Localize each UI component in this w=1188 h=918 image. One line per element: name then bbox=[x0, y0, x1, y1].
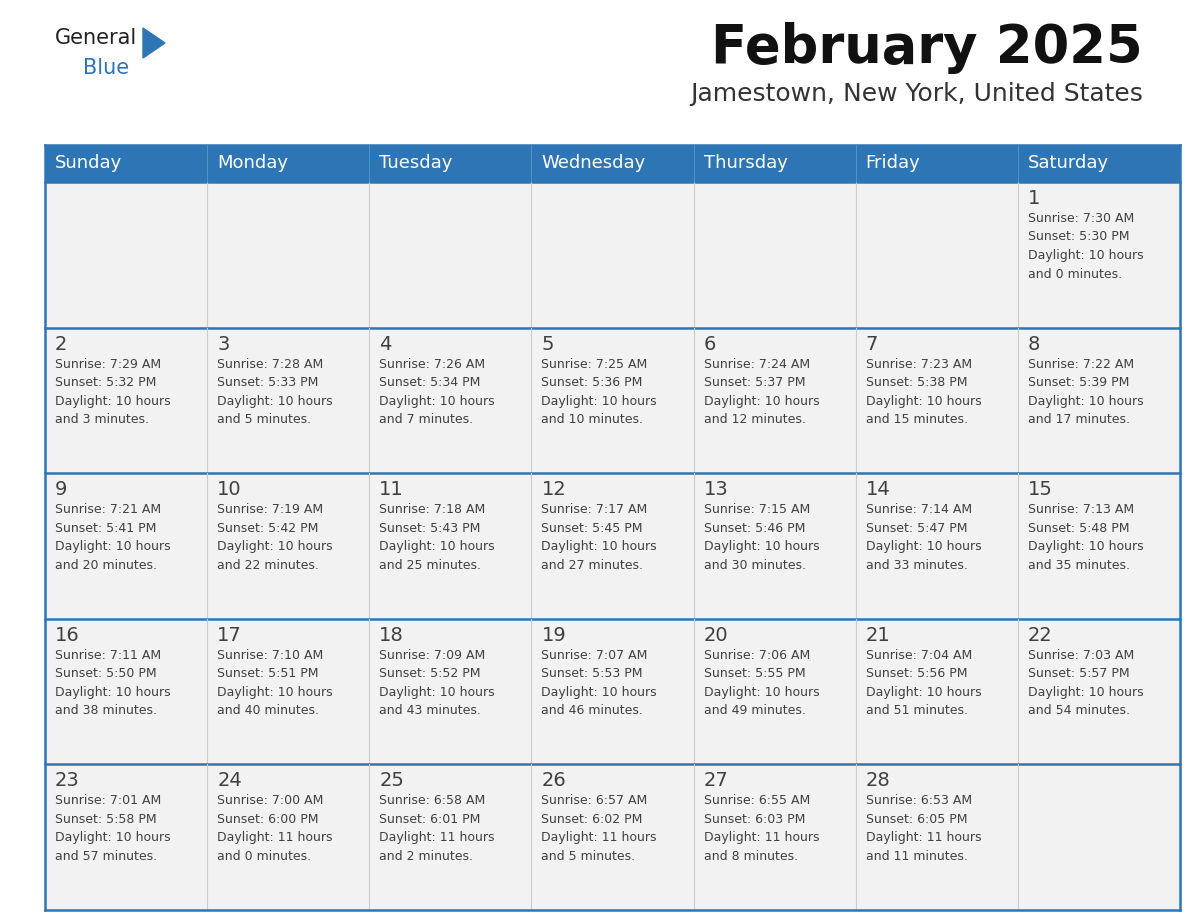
Text: 15: 15 bbox=[1028, 480, 1053, 499]
Polygon shape bbox=[143, 28, 165, 58]
Text: Sunrise: 7:03 AM
Sunset: 5:57 PM
Daylight: 10 hours
and 54 minutes.: Sunrise: 7:03 AM Sunset: 5:57 PM Dayligh… bbox=[1028, 649, 1144, 717]
Text: 13: 13 bbox=[703, 480, 728, 499]
Text: Thursday: Thursday bbox=[703, 154, 788, 173]
Text: Wednesday: Wednesday bbox=[542, 154, 646, 173]
Text: Sunrise: 7:15 AM
Sunset: 5:46 PM
Daylight: 10 hours
and 30 minutes.: Sunrise: 7:15 AM Sunset: 5:46 PM Dayligh… bbox=[703, 503, 820, 572]
Text: 10: 10 bbox=[217, 480, 242, 499]
Text: 18: 18 bbox=[379, 626, 404, 644]
Text: 4: 4 bbox=[379, 334, 392, 353]
Text: Sunrise: 7:21 AM
Sunset: 5:41 PM
Daylight: 10 hours
and 20 minutes.: Sunrise: 7:21 AM Sunset: 5:41 PM Dayligh… bbox=[55, 503, 171, 572]
Text: Sunrise: 7:10 AM
Sunset: 5:51 PM
Daylight: 10 hours
and 40 minutes.: Sunrise: 7:10 AM Sunset: 5:51 PM Dayligh… bbox=[217, 649, 333, 717]
Text: 8: 8 bbox=[1028, 334, 1041, 353]
Text: 28: 28 bbox=[866, 771, 891, 790]
Text: 23: 23 bbox=[55, 771, 80, 790]
Bar bbox=[45, 145, 1180, 182]
Text: Sunrise: 7:00 AM
Sunset: 6:00 PM
Daylight: 11 hours
and 0 minutes.: Sunrise: 7:00 AM Sunset: 6:00 PM Dayligh… bbox=[217, 794, 333, 863]
Text: Sunrise: 7:07 AM
Sunset: 5:53 PM
Daylight: 10 hours
and 46 minutes.: Sunrise: 7:07 AM Sunset: 5:53 PM Dayligh… bbox=[542, 649, 657, 717]
Text: Sunrise: 7:13 AM
Sunset: 5:48 PM
Daylight: 10 hours
and 35 minutes.: Sunrise: 7:13 AM Sunset: 5:48 PM Dayligh… bbox=[1028, 503, 1144, 572]
Text: Sunrise: 6:53 AM
Sunset: 6:05 PM
Daylight: 11 hours
and 11 minutes.: Sunrise: 6:53 AM Sunset: 6:05 PM Dayligh… bbox=[866, 794, 981, 863]
Bar bbox=[45, 473, 1180, 619]
Text: 24: 24 bbox=[217, 771, 242, 790]
Text: Sunrise: 7:09 AM
Sunset: 5:52 PM
Daylight: 10 hours
and 43 minutes.: Sunrise: 7:09 AM Sunset: 5:52 PM Dayligh… bbox=[379, 649, 495, 717]
Text: Sunrise: 6:57 AM
Sunset: 6:02 PM
Daylight: 11 hours
and 5 minutes.: Sunrise: 6:57 AM Sunset: 6:02 PM Dayligh… bbox=[542, 794, 657, 863]
Text: Sunrise: 7:06 AM
Sunset: 5:55 PM
Daylight: 10 hours
and 49 minutes.: Sunrise: 7:06 AM Sunset: 5:55 PM Dayligh… bbox=[703, 649, 820, 717]
Text: Sunrise: 7:28 AM
Sunset: 5:33 PM
Daylight: 10 hours
and 5 minutes.: Sunrise: 7:28 AM Sunset: 5:33 PM Dayligh… bbox=[217, 358, 333, 426]
Text: Blue: Blue bbox=[83, 58, 129, 78]
Text: 12: 12 bbox=[542, 480, 567, 499]
Text: 6: 6 bbox=[703, 334, 716, 353]
Text: 1: 1 bbox=[1028, 189, 1041, 208]
Bar bbox=[45, 765, 1180, 910]
Text: Sunrise: 7:19 AM
Sunset: 5:42 PM
Daylight: 10 hours
and 22 minutes.: Sunrise: 7:19 AM Sunset: 5:42 PM Dayligh… bbox=[217, 503, 333, 572]
Text: 3: 3 bbox=[217, 334, 229, 353]
Text: Sunrise: 6:58 AM
Sunset: 6:01 PM
Daylight: 11 hours
and 2 minutes.: Sunrise: 6:58 AM Sunset: 6:01 PM Dayligh… bbox=[379, 794, 494, 863]
Text: February 2025: February 2025 bbox=[712, 22, 1143, 74]
Text: 7: 7 bbox=[866, 334, 878, 353]
Text: 21: 21 bbox=[866, 626, 891, 644]
Text: 5: 5 bbox=[542, 334, 554, 353]
Text: Sunrise: 7:23 AM
Sunset: 5:38 PM
Daylight: 10 hours
and 15 minutes.: Sunrise: 7:23 AM Sunset: 5:38 PM Dayligh… bbox=[866, 358, 981, 426]
Text: Sunrise: 7:17 AM
Sunset: 5:45 PM
Daylight: 10 hours
and 27 minutes.: Sunrise: 7:17 AM Sunset: 5:45 PM Dayligh… bbox=[542, 503, 657, 572]
Text: 25: 25 bbox=[379, 771, 404, 790]
Text: General: General bbox=[55, 28, 138, 48]
Text: 27: 27 bbox=[703, 771, 728, 790]
Text: 9: 9 bbox=[55, 480, 68, 499]
Text: Sunrise: 7:22 AM
Sunset: 5:39 PM
Daylight: 10 hours
and 17 minutes.: Sunrise: 7:22 AM Sunset: 5:39 PM Dayligh… bbox=[1028, 358, 1144, 426]
Bar bbox=[45, 328, 1180, 473]
Text: 16: 16 bbox=[55, 626, 80, 644]
Text: 26: 26 bbox=[542, 771, 567, 790]
Text: 14: 14 bbox=[866, 480, 891, 499]
Text: Sunday: Sunday bbox=[55, 154, 122, 173]
Text: Tuesday: Tuesday bbox=[379, 154, 453, 173]
Text: Saturday: Saturday bbox=[1028, 154, 1108, 173]
Text: Monday: Monday bbox=[217, 154, 289, 173]
Text: Jamestown, New York, United States: Jamestown, New York, United States bbox=[690, 82, 1143, 106]
Text: Sunrise: 7:29 AM
Sunset: 5:32 PM
Daylight: 10 hours
and 3 minutes.: Sunrise: 7:29 AM Sunset: 5:32 PM Dayligh… bbox=[55, 358, 171, 426]
Text: Sunrise: 7:18 AM
Sunset: 5:43 PM
Daylight: 10 hours
and 25 minutes.: Sunrise: 7:18 AM Sunset: 5:43 PM Dayligh… bbox=[379, 503, 495, 572]
Text: Sunrise: 7:11 AM
Sunset: 5:50 PM
Daylight: 10 hours
and 38 minutes.: Sunrise: 7:11 AM Sunset: 5:50 PM Dayligh… bbox=[55, 649, 171, 717]
Text: Sunrise: 7:01 AM
Sunset: 5:58 PM
Daylight: 10 hours
and 57 minutes.: Sunrise: 7:01 AM Sunset: 5:58 PM Dayligh… bbox=[55, 794, 171, 863]
Text: 17: 17 bbox=[217, 626, 242, 644]
Text: Sunrise: 7:04 AM
Sunset: 5:56 PM
Daylight: 10 hours
and 51 minutes.: Sunrise: 7:04 AM Sunset: 5:56 PM Dayligh… bbox=[866, 649, 981, 717]
Text: 22: 22 bbox=[1028, 626, 1053, 644]
Bar bbox=[45, 619, 1180, 765]
Text: 11: 11 bbox=[379, 480, 404, 499]
Text: Sunrise: 7:14 AM
Sunset: 5:47 PM
Daylight: 10 hours
and 33 minutes.: Sunrise: 7:14 AM Sunset: 5:47 PM Dayligh… bbox=[866, 503, 981, 572]
Text: Sunrise: 7:25 AM
Sunset: 5:36 PM
Daylight: 10 hours
and 10 minutes.: Sunrise: 7:25 AM Sunset: 5:36 PM Dayligh… bbox=[542, 358, 657, 426]
Text: Friday: Friday bbox=[866, 154, 921, 173]
Text: 20: 20 bbox=[703, 626, 728, 644]
Text: 19: 19 bbox=[542, 626, 567, 644]
Text: 2: 2 bbox=[55, 334, 68, 353]
Bar bbox=[45, 182, 1180, 328]
Text: Sunrise: 7:24 AM
Sunset: 5:37 PM
Daylight: 10 hours
and 12 minutes.: Sunrise: 7:24 AM Sunset: 5:37 PM Dayligh… bbox=[703, 358, 820, 426]
Text: Sunrise: 6:55 AM
Sunset: 6:03 PM
Daylight: 11 hours
and 8 minutes.: Sunrise: 6:55 AM Sunset: 6:03 PM Dayligh… bbox=[703, 794, 819, 863]
Text: Sunrise: 7:26 AM
Sunset: 5:34 PM
Daylight: 10 hours
and 7 minutes.: Sunrise: 7:26 AM Sunset: 5:34 PM Dayligh… bbox=[379, 358, 495, 426]
Text: Sunrise: 7:30 AM
Sunset: 5:30 PM
Daylight: 10 hours
and 0 minutes.: Sunrise: 7:30 AM Sunset: 5:30 PM Dayligh… bbox=[1028, 212, 1144, 281]
